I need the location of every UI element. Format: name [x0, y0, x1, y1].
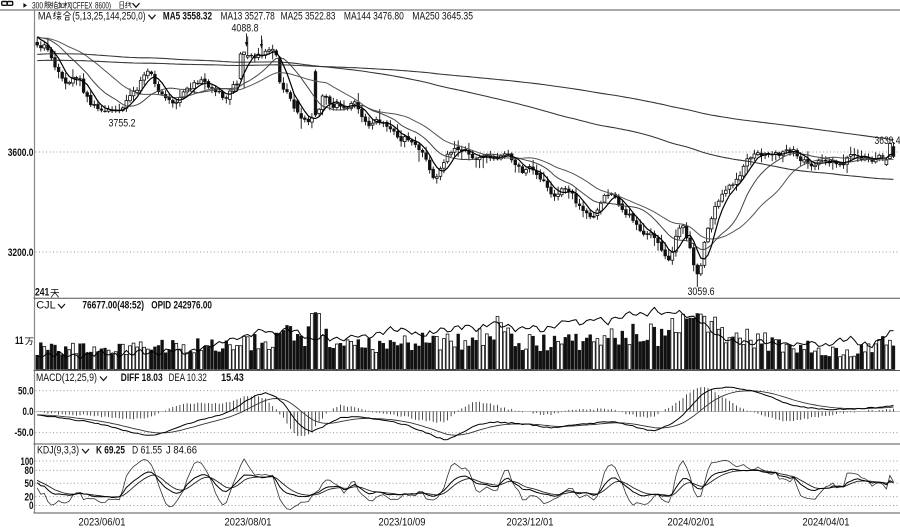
svg-text:100: 100: [21, 456, 34, 468]
svg-text:8600): 8600): [95, 0, 111, 11]
svg-text:4088.8: 4088.8: [232, 23, 259, 35]
svg-text:2023/12/01: 2023/12/01: [507, 517, 554, 529]
svg-text:11: 11: [15, 335, 24, 347]
svg-text:(5,13,25,144,250,0): (5,13,25,144,250,0): [72, 10, 145, 22]
svg-text:2024/04/01: 2024/04/01: [803, 517, 850, 529]
svg-text:3639.4: 3639.4: [875, 135, 900, 147]
svg-text:241: 241: [35, 287, 49, 299]
svg-text:80: 80: [25, 465, 34, 477]
svg-text:-50.0: -50.0: [15, 427, 34, 439]
svg-text:MA13 3527.78: MA13 3527.78: [221, 10, 275, 22]
svg-text:D 61.55: D 61.55: [132, 445, 162, 457]
svg-text:76677.00(48:52): 76677.00(48:52): [82, 300, 144, 312]
svg-text:3200.0: 3200.0: [8, 247, 34, 259]
svg-text:2023/10/09: 2023/10/09: [379, 517, 426, 529]
svg-text:OPID 242976.00: OPID 242976.00: [151, 300, 212, 312]
svg-text:J 84.66: J 84.66: [166, 445, 197, 457]
svg-text:MA144 3476.80: MA144 3476.80: [344, 10, 404, 22]
svg-text:2023/06/01: 2023/06/01: [79, 517, 126, 529]
svg-text:MA: MA: [38, 10, 52, 22]
svg-text:0.0: 0.0: [23, 406, 34, 418]
svg-text:DEA 10.32: DEA 10.32: [169, 372, 207, 384]
svg-text:2024/02/01: 2024/02/01: [668, 517, 715, 529]
svg-text:KDJ(9,3,3): KDJ(9,3,3): [37, 445, 79, 457]
svg-text:MACD(12,25,9): MACD(12,25,9): [36, 372, 97, 384]
svg-text:3059.6: 3059.6: [688, 286, 715, 298]
svg-text:K 69.25: K 69.25: [96, 445, 125, 457]
svg-text:0: 0: [29, 500, 34, 512]
svg-text:MA250 3645.35: MA250 3645.35: [412, 10, 473, 22]
svg-text:15.43: 15.43: [221, 372, 244, 384]
svg-text:50.0: 50.0: [18, 385, 34, 397]
svg-text:MA5 3558.32: MA5 3558.32: [163, 10, 212, 22]
svg-text:20: 20: [25, 491, 34, 503]
svg-text:2023/08/01: 2023/08/01: [225, 517, 272, 529]
svg-text:(CFFEX: (CFFEX: [71, 0, 93, 11]
svg-text:50: 50: [25, 478, 34, 490]
svg-text:CJL: CJL: [36, 300, 56, 312]
svg-text:DIFF 18.03: DIFF 18.03: [121, 372, 163, 384]
svg-text:300: 300: [32, 0, 43, 11]
svg-text:3600.0: 3600.0: [8, 147, 34, 159]
svg-text:MA25 3522.83: MA25 3522.83: [281, 10, 336, 22]
svg-text:3755.2: 3755.2: [109, 118, 136, 130]
